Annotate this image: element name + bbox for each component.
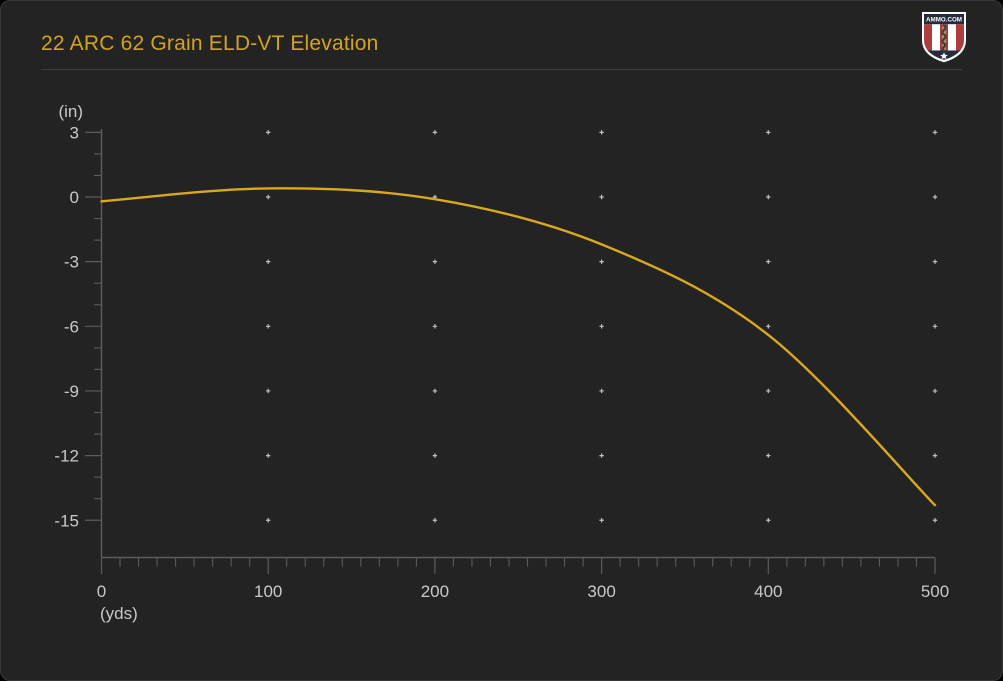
grid-dot [932,130,938,135]
grid-dot [766,259,771,264]
grid-dot [766,518,771,523]
x-tick-label: 200 [421,582,449,601]
grid-dot [266,194,271,200]
grid-dot [599,259,604,264]
grid-dot [599,453,604,458]
grid-dot [766,324,771,329]
y-tick-label: -9 [64,382,79,401]
grid-dot [599,324,604,329]
grid-dot [432,130,438,135]
grid-dot [932,194,938,200]
grid-dot [432,324,438,329]
grid-dot [432,388,438,394]
grid-dot [599,130,604,135]
grid-dot [932,324,938,329]
grid-dot [599,388,604,394]
logo-wordmark: AMMO.COM [926,16,962,23]
trajectory-line [100,187,937,507]
grid-dot [432,453,438,458]
grid-dot [932,453,938,458]
grid-dot [266,453,271,458]
y-tick-label: 3 [70,123,79,142]
grid-dot [266,388,271,394]
grid-dot [266,130,271,135]
x-tick-label: 0 [97,582,106,601]
grid-dot [766,130,771,135]
grid-dot [932,388,938,394]
x-axis-unit-label: (yds) [100,604,138,623]
header-divider [41,69,962,70]
snake-icon [941,24,947,52]
y-tick-label: -6 [64,317,79,336]
y-axis-unit-label: (in) [58,102,83,121]
grid-dot [766,453,771,458]
y-tick-label: -3 [64,253,79,272]
grid-dot [432,518,438,523]
page-title: 22 ARC 62 Grain ELD-VT Elevation [41,32,379,55]
star-icon [940,52,948,60]
y-tick-label: 0 [70,188,79,207]
ammo-logo: AMMO.COM [921,11,967,63]
grid-dot [599,194,604,200]
x-tick-label: 100 [254,582,282,601]
x-tick-label: 400 [754,582,782,601]
grid-dot [599,518,604,523]
y-tick-label: -15 [54,511,79,530]
grid-dot [766,388,771,394]
grid-dot [266,518,271,523]
y-tick-label: -12 [54,447,79,466]
x-tick-label: 300 [587,582,615,601]
shield-icon: AMMO.COM [922,12,966,63]
grid-dot [932,259,938,264]
card-header: 22 ARC 62 Grain ELD-VT Elevation AMMO.CO… [1,1,1002,69]
axes [100,129,935,559]
x-tick-label: 500 [921,582,949,601]
grid-dot [432,259,438,264]
grid-dot [932,518,938,523]
grid-dot [266,259,271,264]
grid-dot [766,194,771,200]
grid-dot [266,324,271,329]
